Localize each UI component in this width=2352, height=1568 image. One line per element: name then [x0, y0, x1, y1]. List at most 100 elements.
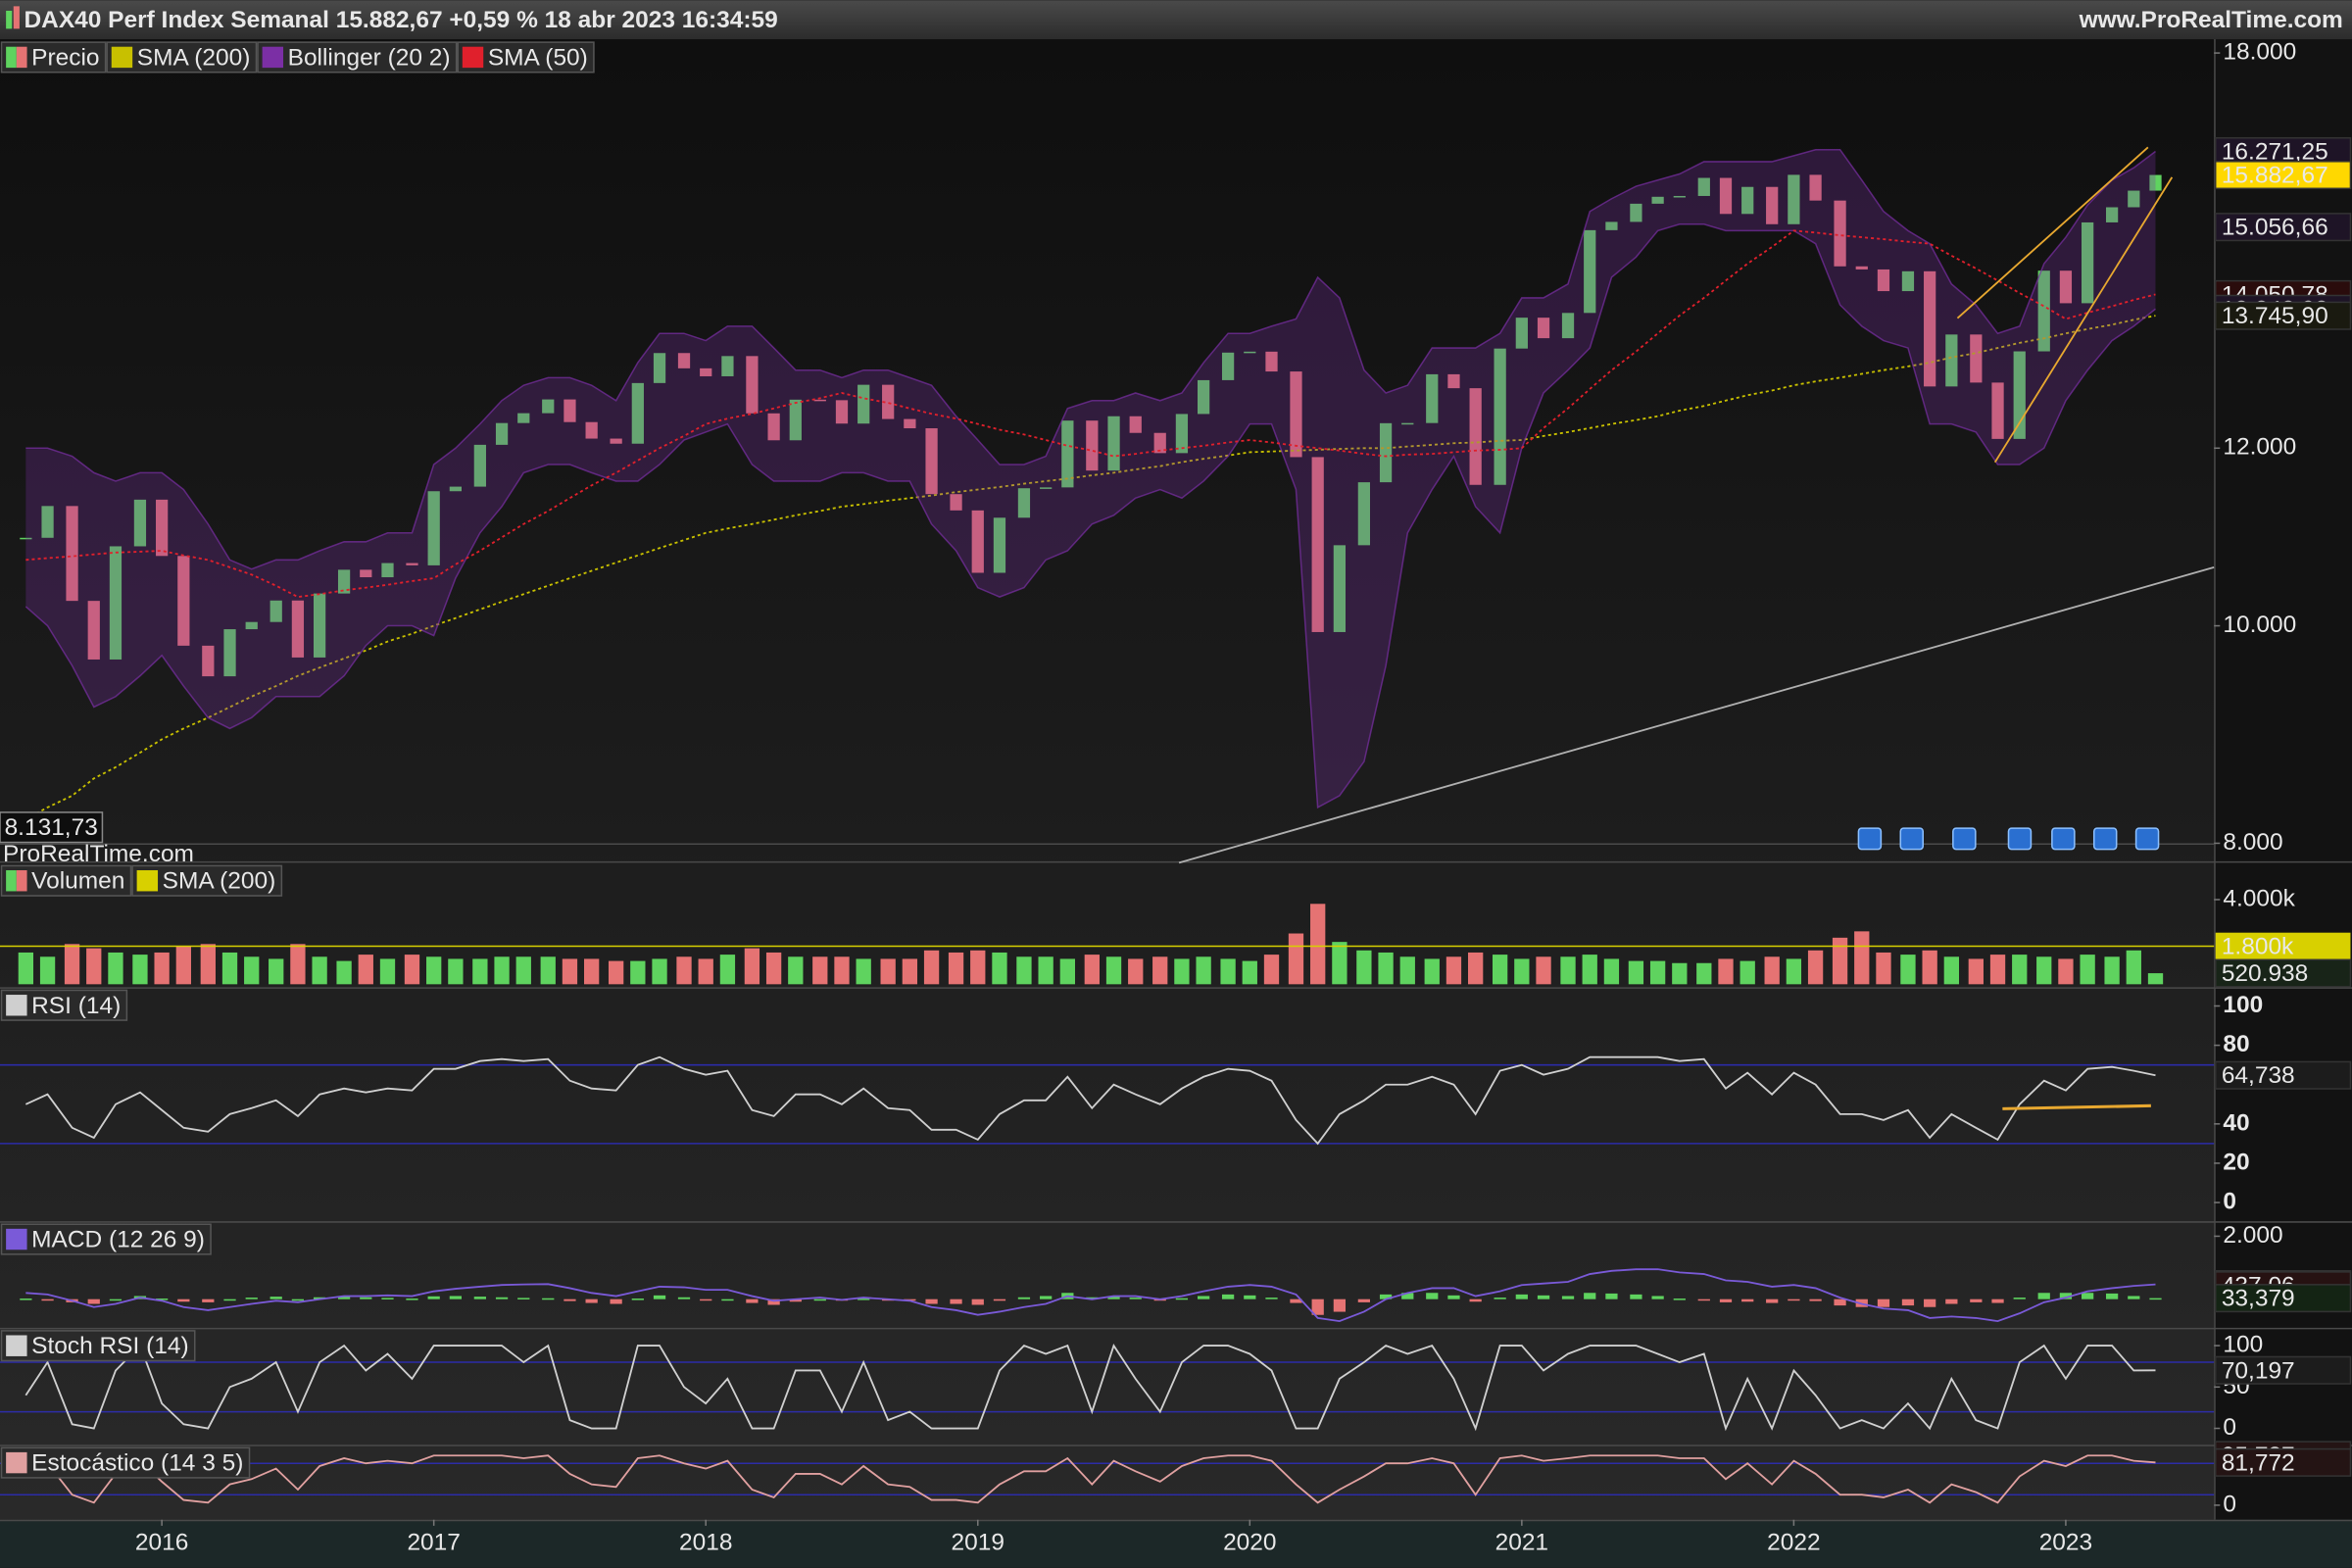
candle [950, 494, 962, 511]
volume-bar [336, 960, 352, 985]
candle [245, 621, 258, 630]
volume-bar [2012, 955, 2028, 985]
histogram-bar [1924, 1298, 1936, 1307]
volume-bar [200, 944, 216, 985]
volume-bar [39, 956, 56, 985]
candle [1605, 221, 1618, 230]
volume-bar [1356, 950, 1372, 985]
histogram-bar [449, 1296, 463, 1299]
volume-bar [1468, 952, 1484, 985]
histogram-bar [1515, 1294, 1528, 1299]
x-tick-label: 2023 [2039, 1530, 2092, 1556]
histogram-bar [109, 1298, 122, 1301]
histogram-bar [971, 1298, 984, 1305]
volume-bar [221, 952, 238, 985]
candle [2059, 270, 2073, 304]
y-tick-label: 0 [2223, 1414, 2236, 1441]
candle [1311, 457, 1324, 632]
event-icon[interactable] [1952, 827, 1977, 851]
histogram-bar [1697, 1298, 1710, 1301]
volume-bar [765, 952, 782, 985]
volume-bar [583, 958, 600, 985]
event-icon[interactable] [1899, 827, 1925, 851]
event-icon[interactable] [2051, 827, 2076, 851]
volume-bar [132, 955, 148, 985]
value-box [2214, 1447, 2352, 1477]
channel-line [1956, 146, 2149, 319]
header-title: DAX40 Perf Index Semanal 15.882,67 +0,59… [24, 7, 777, 33]
candle [1901, 270, 1915, 292]
candle [495, 422, 509, 445]
histogram-bar [1809, 1298, 1822, 1301]
volume-bar [1900, 955, 1916, 985]
legend-swatch [462, 46, 484, 69]
candle [337, 569, 351, 594]
histogram-bar [427, 1296, 440, 1299]
bollinger-fill [25, 149, 2156, 808]
candle [746, 356, 759, 414]
histogram-bar [2149, 1298, 2162, 1300]
volume-bar [902, 958, 918, 985]
candle [1086, 420, 1099, 471]
y-tick-label: 10.000 [2223, 612, 2296, 638]
candle [677, 353, 691, 368]
value-box [2214, 1355, 2352, 1385]
value-label: 13.745,90 [2222, 303, 2328, 329]
volume-bar [1943, 956, 1960, 985]
y-tick-label: 100 [2223, 992, 2263, 1018]
event-icon[interactable] [2134, 827, 2160, 851]
candle [653, 353, 666, 383]
histogram-bar [202, 1298, 215, 1302]
histogram-bar [495, 1297, 509, 1299]
value-box [2214, 136, 2352, 167]
candle [1107, 416, 1120, 471]
candle [1924, 270, 1936, 387]
value-label: 64,738 [2222, 1062, 2295, 1089]
histogram-bar [291, 1298, 305, 1301]
volume-bar [1989, 955, 2006, 985]
volume-bar [1672, 962, 1688, 985]
volume-bar [494, 956, 510, 985]
volume-bar [923, 950, 940, 985]
histogram-bar [1630, 1294, 1642, 1299]
candle [1153, 432, 1166, 454]
legend-label: Estocástico (14 3 5) [31, 1450, 243, 1477]
candle [1333, 545, 1347, 632]
histogram-bar [653, 1295, 666, 1299]
histogram-bar [721, 1298, 734, 1301]
histogram-bar [517, 1298, 530, 1299]
y-tick-label: 0 [2223, 1189, 2236, 1215]
candle [1719, 177, 1733, 215]
volume-bar [1807, 950, 1824, 985]
histogram-bar [20, 1298, 32, 1300]
plot-area: 2016 2017 2018 2019 2020 2021 2022 2023 [0, 148, 2215, 1556]
volume-bar [1764, 956, 1780, 985]
volume-bar [992, 952, 1007, 985]
candle [1469, 388, 1482, 485]
volume-bar [1105, 956, 1122, 985]
candle [449, 486, 463, 492]
histogram-bar [245, 1298, 258, 1299]
histogram-bar [2013, 1298, 2026, 1299]
volume-bar [1016, 956, 1032, 985]
value-box [2214, 213, 2352, 242]
value-box [2214, 1284, 2352, 1313]
histogram-bar [1766, 1298, 1779, 1303]
candle [1877, 269, 1890, 292]
event-icon[interactable] [2092, 827, 2118, 851]
candle [1290, 371, 1302, 458]
value-label: 33,379 [2222, 1286, 2295, 1312]
event-icon[interactable] [1857, 827, 1883, 851]
value-box [2214, 160, 2352, 190]
candle [1945, 334, 1958, 387]
volume-bar [515, 956, 531, 985]
volume-bar [1718, 958, 1734, 985]
event-icon[interactable] [2007, 827, 2033, 851]
histogram-bar [1991, 1298, 2004, 1303]
histogram-bar [1197, 1296, 1210, 1299]
volume-bar [1378, 952, 1394, 985]
volume-bar [379, 958, 396, 985]
volume-bar [18, 952, 34, 985]
candle [1991, 382, 2004, 439]
series-line [24, 315, 2156, 820]
